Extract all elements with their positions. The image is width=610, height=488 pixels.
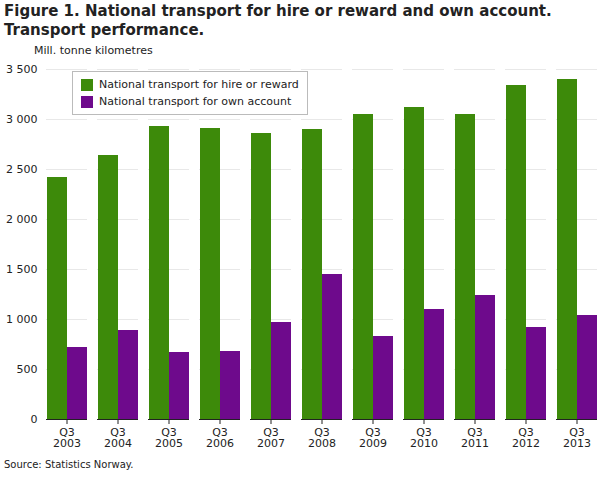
svg-text:Q32009: Q32009 xyxy=(359,426,387,450)
svg-text:Q32011: Q32011 xyxy=(461,426,489,450)
svg-text:3 500: 3 500 xyxy=(6,63,38,76)
svg-text:Q32007: Q32007 xyxy=(257,426,285,450)
svg-text:3 000: 3 000 xyxy=(6,113,38,126)
svg-text:2 000: 2 000 xyxy=(6,213,38,226)
svg-text:Q32003: Q32003 xyxy=(53,426,81,450)
svg-text:Q32004: Q32004 xyxy=(104,426,132,450)
svg-text:Q32005: Q32005 xyxy=(155,426,183,450)
svg-text:500: 500 xyxy=(17,363,38,376)
html-text:National transport for hire or: National transport for hire or reward xyxy=(99,78,299,91)
svg-text:Q32010: Q32010 xyxy=(410,426,438,450)
svg-text:1 500: 1 500 xyxy=(6,263,38,276)
svg-text:Q32012: Q32012 xyxy=(512,426,540,450)
svg-text:0: 0 xyxy=(31,413,38,426)
html-text:Figure 1. National transport f: Figure 1. National transport for hire or… xyxy=(4,2,552,39)
svg-text:Q32008: Q32008 xyxy=(308,426,336,450)
svg-text:Q32013: Q32013 xyxy=(563,426,591,450)
html-text:Source: Statistics Norway.: Source: Statistics Norway. xyxy=(4,459,134,470)
html-text:Mill. tonne kilometres: Mill. tonne kilometres xyxy=(34,44,153,57)
svg-text:1 000: 1 000 xyxy=(6,313,38,326)
svg-text:Q32006: Q32006 xyxy=(206,426,234,450)
html-text:National transport for own acc: National transport for own account xyxy=(99,95,292,108)
svg-text:2 500: 2 500 xyxy=(6,163,38,176)
